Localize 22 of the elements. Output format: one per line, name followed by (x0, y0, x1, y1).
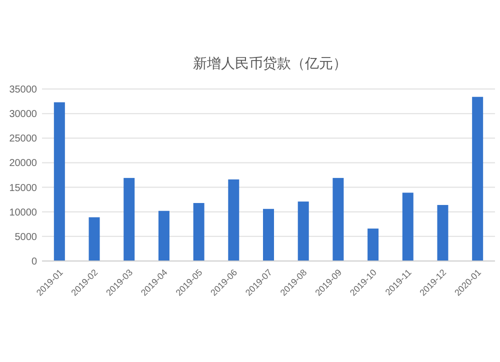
y-tick-label: 30000 (9, 109, 38, 120)
y-tick-label: 25000 (9, 134, 38, 145)
bar (472, 96, 484, 261)
bar (437, 204, 448, 261)
y-tick-label: 20000 (9, 158, 38, 170)
y-tick-label: 10000 (9, 207, 38, 218)
y-tick-label: 15000 (9, 182, 38, 194)
bar (368, 228, 379, 261)
y-tick-label: 35000 (9, 84, 38, 96)
y-tick-label: 0 (31, 256, 38, 268)
bar (54, 102, 65, 261)
bar (88, 217, 100, 261)
bar (228, 179, 240, 261)
bar (263, 208, 274, 261)
bar (193, 203, 204, 261)
y-tick-label: 5000 (14, 232, 38, 243)
bar (158, 210, 170, 261)
bar (124, 178, 135, 261)
bar (298, 202, 309, 261)
bar (332, 178, 344, 261)
bar (402, 192, 414, 261)
chart-title: 新增人民币贷款（亿元） (193, 55, 347, 71)
